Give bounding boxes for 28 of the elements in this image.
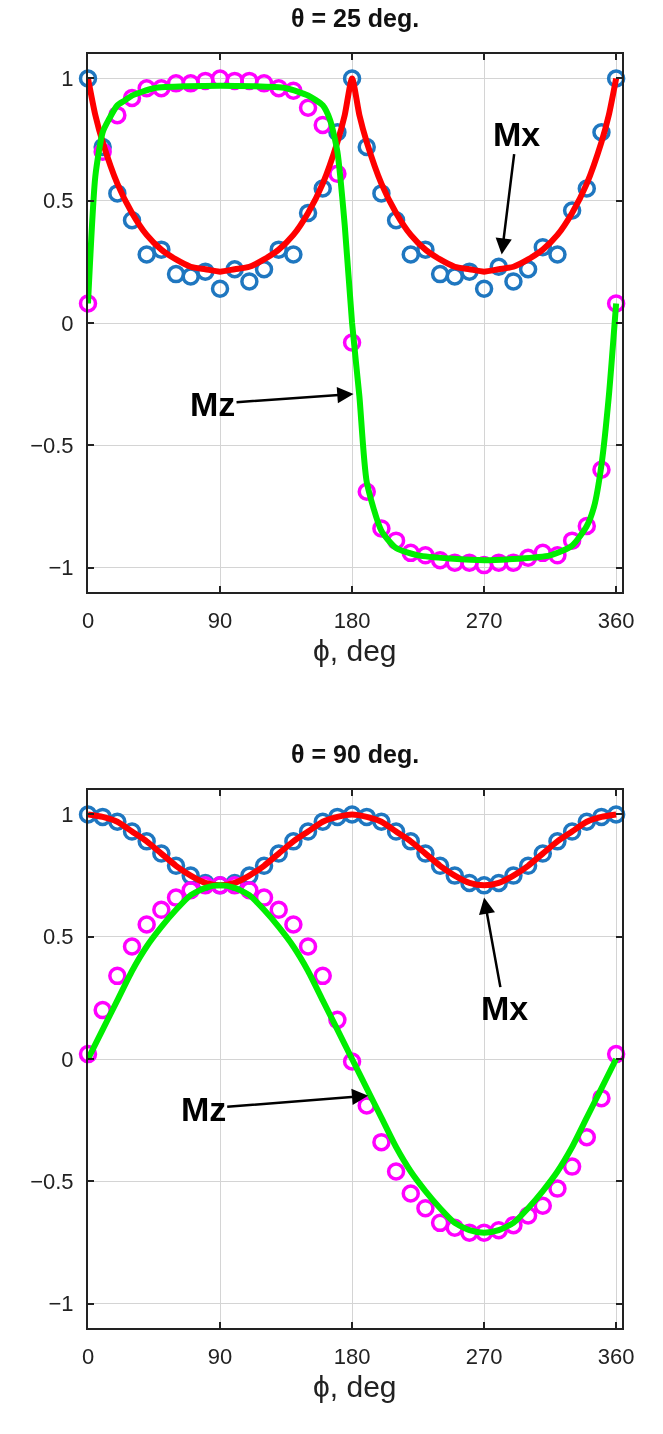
chart-title: θ = 25 deg. bbox=[291, 4, 420, 32]
x-tick-label: 0 bbox=[81, 1344, 95, 1370]
y-tick-label: −0.5 bbox=[30, 432, 74, 458]
x-tick-label: 270 bbox=[465, 608, 503, 634]
y-tick-label: −0.5 bbox=[30, 1168, 74, 1194]
annotation: Mz bbox=[190, 385, 236, 423]
x-tick-label: 90 bbox=[207, 608, 233, 634]
y-tick-label: 0.5 bbox=[43, 924, 74, 950]
x-tick-label: 360 bbox=[597, 608, 635, 634]
x-axis-title: ϕ, deg bbox=[313, 1370, 397, 1403]
x-tick-label: 360 bbox=[597, 1344, 635, 1370]
y-tick-label: 0 bbox=[61, 310, 74, 336]
chart-title: θ = 90 deg. bbox=[291, 740, 420, 768]
x-tick-label: 90 bbox=[207, 1344, 233, 1370]
y-tick-label: 0.5 bbox=[43, 188, 74, 214]
x-tick-label: 0 bbox=[81, 608, 95, 634]
y-tick-label: 0 bbox=[61, 1046, 74, 1072]
annotation: Mz bbox=[181, 1090, 227, 1128]
annotation: Mx bbox=[481, 989, 529, 1027]
y-tick-label: 1 bbox=[61, 802, 74, 828]
x-tick-label: 180 bbox=[333, 1344, 371, 1370]
x-axis-title: ϕ, deg bbox=[313, 634, 397, 667]
annotation: Mx bbox=[493, 115, 541, 153]
x-tick-label: 180 bbox=[333, 608, 371, 634]
y-tick-label: −1 bbox=[48, 1291, 74, 1317]
y-tick-label: −1 bbox=[48, 555, 74, 581]
y-tick-label: 1 bbox=[61, 66, 74, 92]
x-tick-label: 270 bbox=[465, 1344, 503, 1370]
